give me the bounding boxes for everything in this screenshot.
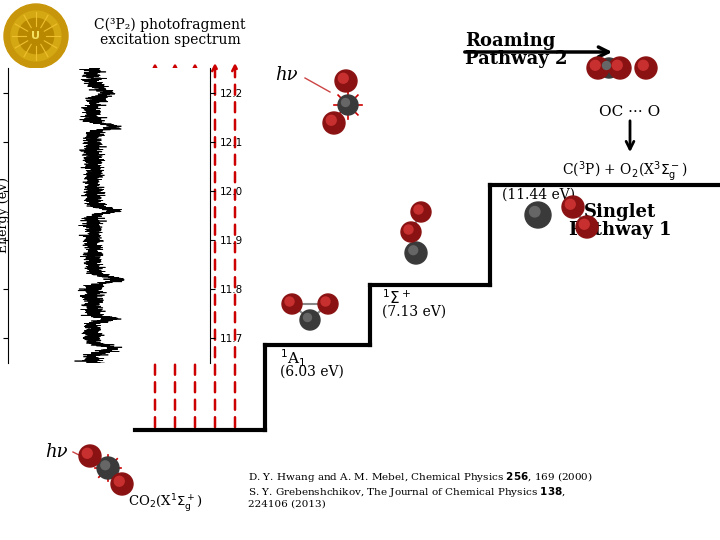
Ellipse shape: [338, 95, 358, 115]
Ellipse shape: [111, 473, 133, 495]
Text: Energy (eV): Energy (eV): [0, 177, 11, 253]
Ellipse shape: [635, 57, 657, 79]
Ellipse shape: [300, 310, 320, 330]
Ellipse shape: [612, 60, 622, 70]
Text: (11.44 eV): (11.44 eV): [502, 188, 575, 202]
Text: 224106 (2013): 224106 (2013): [248, 500, 325, 509]
Text: hν: hν: [275, 66, 298, 84]
Ellipse shape: [282, 294, 302, 314]
Text: OC ··· O: OC ··· O: [599, 105, 661, 119]
Text: C(³P₂) photofragment: C(³P₂) photofragment: [94, 18, 246, 32]
Ellipse shape: [587, 57, 609, 79]
Ellipse shape: [326, 116, 336, 125]
Text: (6.03 eV): (6.03 eV): [280, 365, 344, 379]
Ellipse shape: [323, 112, 345, 134]
Circle shape: [19, 18, 53, 53]
Ellipse shape: [285, 297, 294, 306]
Ellipse shape: [405, 242, 427, 264]
Ellipse shape: [609, 57, 631, 79]
Ellipse shape: [338, 73, 348, 83]
Text: $^1$A$_1$: $^1$A$_1$: [280, 348, 306, 369]
Ellipse shape: [529, 206, 540, 217]
Text: Pathway 1: Pathway 1: [569, 221, 671, 239]
Ellipse shape: [590, 60, 600, 70]
Ellipse shape: [599, 58, 619, 78]
Ellipse shape: [335, 70, 357, 92]
Text: (7.13 eV): (7.13 eV): [382, 305, 446, 319]
Text: D. Y. Hwang and A. M. Mebel, Chemical Physics $\mathbf{256}$, 169 (2000): D. Y. Hwang and A. M. Mebel, Chemical Ph…: [248, 470, 593, 484]
Ellipse shape: [580, 219, 589, 229]
Ellipse shape: [82, 448, 92, 458]
Text: excitation spectrum: excitation spectrum: [99, 33, 240, 47]
Ellipse shape: [318, 294, 338, 314]
Ellipse shape: [414, 205, 423, 214]
Text: Roaming: Roaming: [465, 32, 555, 50]
Ellipse shape: [304, 314, 312, 321]
Ellipse shape: [401, 222, 421, 242]
Text: Pathway 2: Pathway 2: [465, 50, 567, 68]
Ellipse shape: [97, 457, 119, 479]
Ellipse shape: [565, 199, 575, 209]
Text: U: U: [32, 31, 40, 41]
Ellipse shape: [525, 202, 551, 228]
Ellipse shape: [562, 196, 584, 218]
Ellipse shape: [114, 476, 125, 486]
Text: S. Y. Grebenshchikov, The Journal of Chemical Physics $\mathbf{138}$,: S. Y. Grebenshchikov, The Journal of Che…: [248, 485, 566, 499]
Text: $^1\Sigma^+$: $^1\Sigma^+$: [382, 288, 411, 307]
Ellipse shape: [411, 202, 431, 222]
Ellipse shape: [321, 297, 330, 306]
Ellipse shape: [79, 445, 101, 467]
Ellipse shape: [603, 62, 611, 70]
Text: C($^3$P) + O$_2$(X$^3\Sigma_{\rm g}^-$): C($^3$P) + O$_2$(X$^3\Sigma_{\rm g}^-$): [562, 160, 688, 185]
Circle shape: [11, 11, 61, 61]
Ellipse shape: [404, 225, 413, 234]
Ellipse shape: [639, 60, 648, 70]
Text: Singlet: Singlet: [584, 203, 656, 221]
Ellipse shape: [101, 461, 109, 470]
Ellipse shape: [576, 216, 598, 238]
Text: hν: hν: [45, 443, 68, 461]
Text: CO$_2$(X$^1\Sigma_{\rm g}^+$): CO$_2$(X$^1\Sigma_{\rm g}^+$): [127, 492, 202, 514]
Ellipse shape: [409, 246, 418, 255]
Circle shape: [4, 4, 68, 68]
Ellipse shape: [341, 98, 349, 106]
